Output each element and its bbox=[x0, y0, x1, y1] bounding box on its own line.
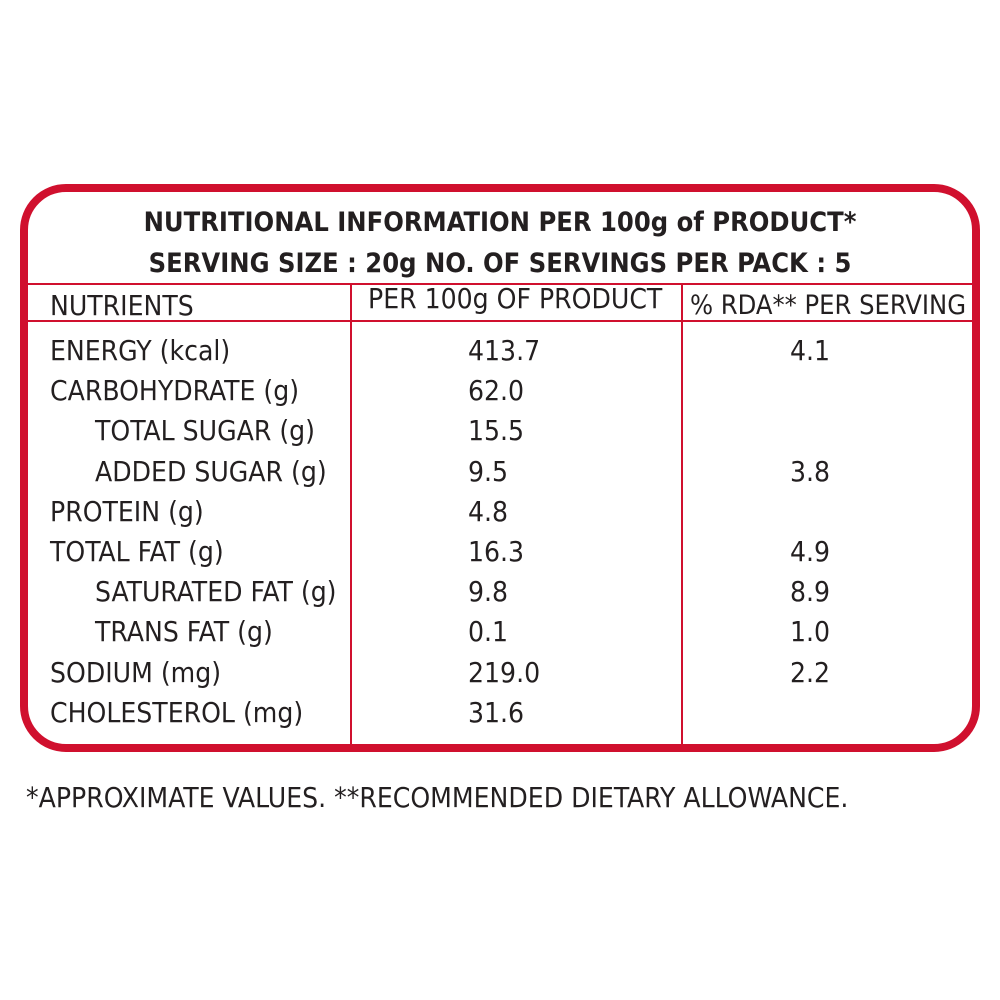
per-100g-value: 15.5 bbox=[468, 414, 525, 448]
per-100g-value: 9.5 bbox=[468, 454, 509, 488]
nutrient-name: SODIUM (mg) bbox=[50, 655, 222, 689]
column-header-rda: % RDA** PER SERVING bbox=[690, 290, 967, 321]
rda-value: 2.2 bbox=[790, 655, 831, 689]
per-100g-value: 16.3 bbox=[468, 535, 525, 568]
per-100g-value: 62.0 bbox=[468, 374, 525, 408]
nutrient-name: ADDED SUGAR (g) bbox=[95, 454, 327, 488]
nutrient-name: TRANS FAT (g) bbox=[95, 615, 273, 649]
rda-value: 3.8 bbox=[790, 454, 831, 488]
nutrient-name: PROTEIN (g) bbox=[50, 494, 204, 528]
per-100g-value: 31.6 bbox=[468, 695, 525, 729]
nutrition-table-panel: NUTRITIONAL INFORMATION PER 100g of PROD… bbox=[20, 184, 980, 752]
rda-value: 4.1 bbox=[790, 334, 831, 367]
column-header-per-100g: PER 100g OF PRODUCT bbox=[368, 282, 663, 315]
nutrient-name: TOTAL FAT (g) bbox=[50, 535, 224, 568]
nutrient-name: TOTAL SUGAR (g) bbox=[95, 414, 316, 448]
header-serving-info: SERVING SIZE : 20g NO. OF SERVINGS PER P… bbox=[148, 248, 852, 279]
header-title: NUTRITIONAL INFORMATION PER 100g of PROD… bbox=[143, 207, 857, 238]
per-100g-value: 219.0 bbox=[468, 655, 541, 689]
column-header-nutrients: NUTRIENTS bbox=[50, 289, 194, 322]
per-100g-value: 413.7 bbox=[468, 334, 541, 367]
rda-value: 1.0 bbox=[790, 615, 831, 649]
column-divider-1 bbox=[350, 283, 352, 744]
footnote: *APPROXIMATE VALUES. **RECOMMENDED DIETA… bbox=[26, 781, 849, 814]
rda-value: 8.9 bbox=[790, 575, 831, 609]
per-100g-value: 4.8 bbox=[468, 494, 509, 528]
column-header-divider bbox=[28, 320, 972, 322]
nutrient-name: ENERGY (kcal) bbox=[50, 334, 231, 367]
nutrient-name: CHOLESTEROL (mg) bbox=[50, 695, 304, 729]
per-100g-value: 0.1 bbox=[468, 615, 509, 649]
nutrient-name: CARBOHYDRATE (g) bbox=[50, 374, 300, 408]
rda-value: 4.9 bbox=[790, 535, 831, 568]
nutrient-name: SATURATED FAT (g) bbox=[95, 575, 337, 609]
per-100g-value: 9.8 bbox=[468, 575, 509, 609]
column-divider-2 bbox=[681, 283, 683, 744]
header-divider bbox=[28, 283, 972, 285]
